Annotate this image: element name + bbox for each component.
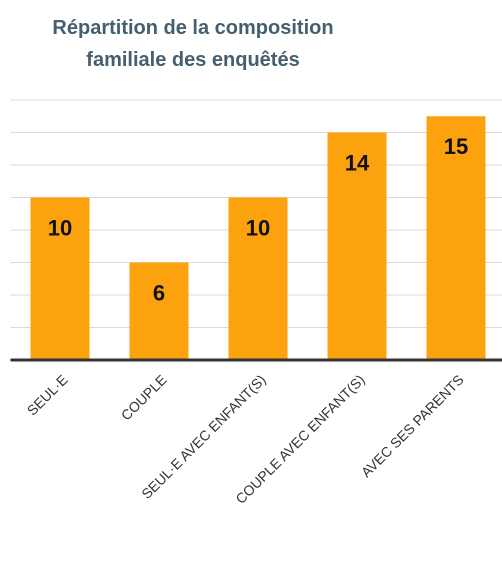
x-tick-label: SEUL·E [24, 371, 71, 418]
bar [327, 132, 387, 360]
chart-title: Répartition de la composition familiale … [52, 17, 334, 71]
data-label: 10 [246, 215, 270, 240]
bar [426, 116, 486, 360]
x-tick-label: AVEC SES PARENTS [358, 371, 467, 480]
x-tick-label: COUPLE [118, 371, 170, 423]
bar [129, 262, 189, 360]
bar [228, 197, 288, 360]
data-label: 10 [48, 215, 72, 240]
data-label: 14 [345, 150, 370, 175]
data-label: 6 [153, 280, 165, 305]
bar [30, 197, 90, 360]
data-label: 15 [444, 134, 468, 159]
